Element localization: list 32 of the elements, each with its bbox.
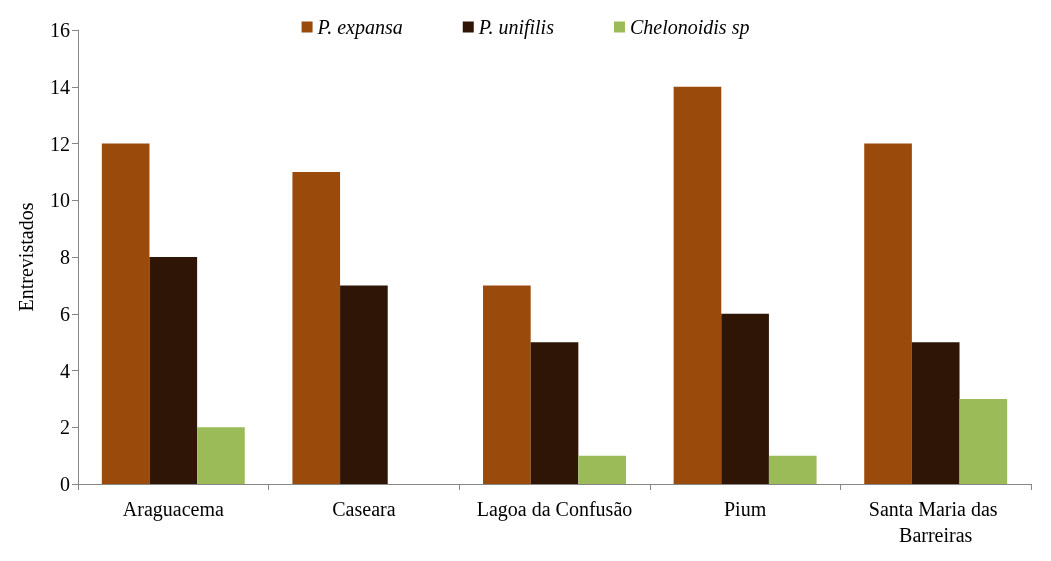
y-tick-label: 14: [50, 75, 70, 98]
bar: [864, 143, 912, 484]
bar: [340, 285, 388, 484]
y-tick-label: 4: [60, 359, 70, 382]
bar: [578, 455, 626, 484]
x-tick-label: Lagoa da Confusão: [476, 498, 633, 521]
y-tick-label: 0: [60, 473, 70, 495]
y-tick-label: 6: [60, 302, 70, 325]
bar: [292, 171, 341, 484]
x-tick-label: Santa Maria das Barreiras: [868, 498, 1003, 546]
y-tick-label: 16: [50, 19, 70, 41]
x-tick-label: Caseara: [332, 498, 396, 520]
y-tick-label: 8: [60, 246, 70, 268]
bar: [483, 285, 531, 484]
bar: [149, 257, 198, 484]
bar: [911, 342, 960, 484]
y-tick-label: 12: [50, 132, 70, 155]
legend-label: P. expansa: [316, 16, 403, 39]
y-axis-title: Entrevistados: [15, 202, 37, 312]
legend-label: P. unifilis: [477, 16, 555, 39]
bar: [530, 342, 579, 484]
bar: [197, 427, 245, 484]
bar: [959, 398, 1008, 484]
y-tick-label: 10: [50, 189, 70, 212]
bar: [673, 86, 722, 484]
bar: [768, 455, 817, 484]
x-tick-label: Pium: [723, 498, 767, 520]
y-tick-label: 2: [60, 416, 70, 439]
bar: [101, 143, 150, 484]
legend-label: Chelonoidis sp: [629, 16, 750, 39]
bar: [721, 313, 769, 484]
x-tick-label: Araguacema: [122, 498, 224, 521]
